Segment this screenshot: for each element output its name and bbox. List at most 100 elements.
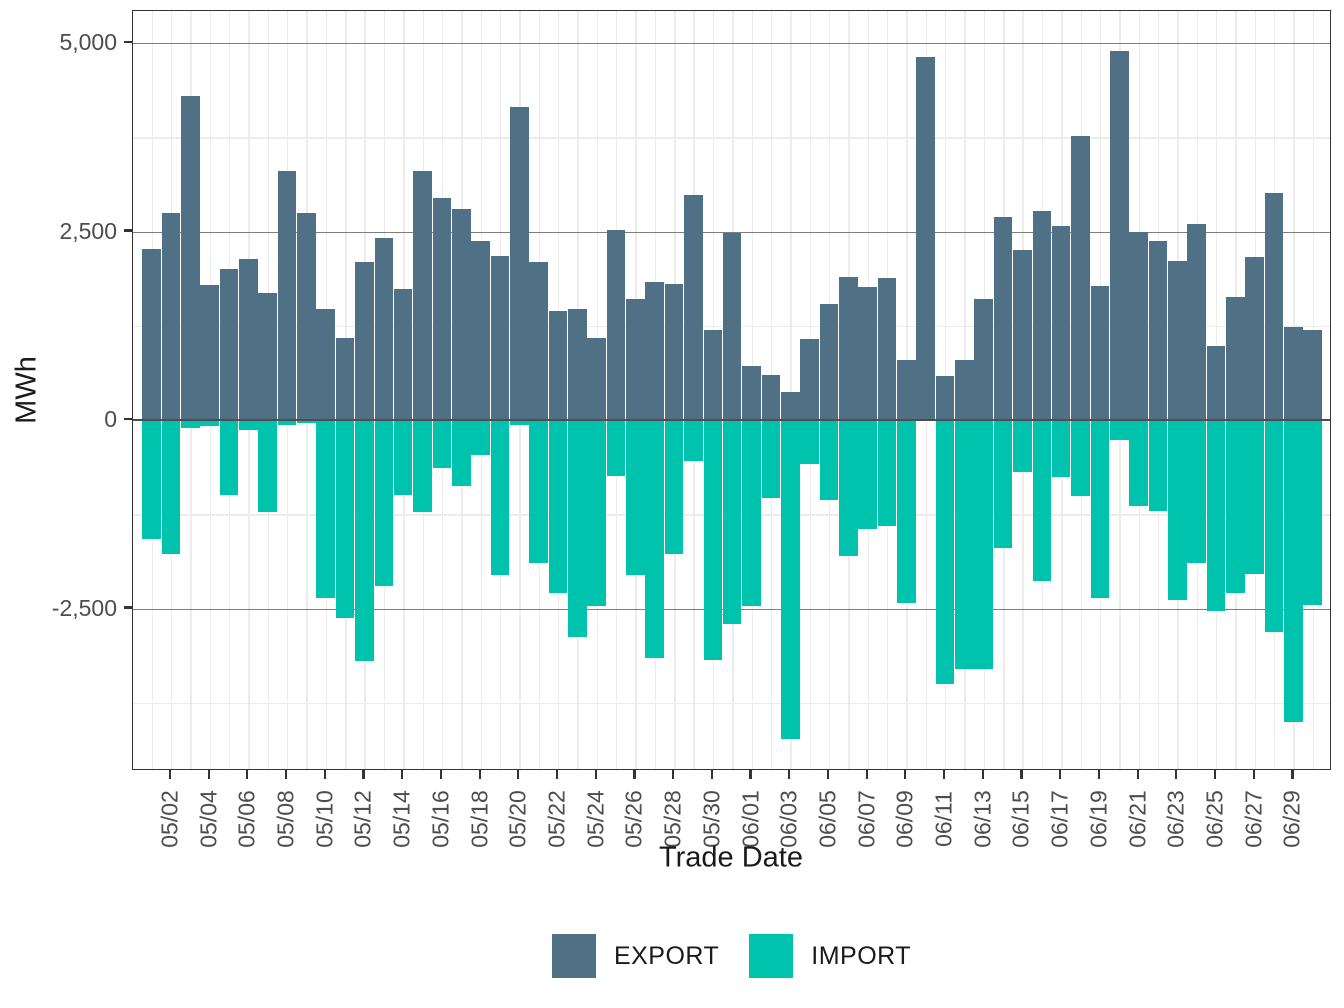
export-bar <box>471 240 490 420</box>
export-bar <box>684 194 703 420</box>
x-tick-label: 05/28 <box>659 790 686 848</box>
import-bar <box>1303 420 1323 605</box>
x-tick-mark <box>594 770 597 779</box>
import-bar <box>1032 420 1052 582</box>
export-bar <box>1168 260 1187 420</box>
x-tick-label: 05/12 <box>349 790 376 848</box>
x-tick-label: 05/18 <box>466 790 493 848</box>
x-tick-mark <box>826 770 830 779</box>
export-bar <box>219 269 239 420</box>
x-tick-mark <box>478 770 481 779</box>
x-tick-mark <box>942 770 946 779</box>
x-tick-label: 05/08 <box>272 790 299 848</box>
import-bar <box>1168 420 1187 601</box>
export-bar <box>722 233 742 420</box>
import-bar <box>1206 420 1226 611</box>
import-bar <box>316 420 336 598</box>
x-tick-mark <box>1252 770 1255 779</box>
import-bar <box>1226 420 1245 594</box>
x-tick-mark <box>633 770 636 779</box>
y-tick-mark <box>124 417 132 421</box>
export-bar <box>800 339 819 420</box>
import-bar <box>297 420 316 424</box>
x-tick-label: 05/04 <box>195 790 222 848</box>
import-bar <box>955 420 974 669</box>
import-bar <box>432 420 452 469</box>
export-bar <box>1245 257 1264 420</box>
x-tick-label: 06/17 <box>1046 790 1073 848</box>
x-tick-mark <box>1213 770 1217 779</box>
x-tick-label: 06/19 <box>1085 790 1112 848</box>
export-bar <box>529 261 548 420</box>
export-bar <box>1206 346 1226 420</box>
import-bar <box>761 420 781 498</box>
y-tick-label: -2,500 <box>51 594 117 621</box>
export-bar <box>645 282 665 420</box>
import-bar <box>742 420 761 607</box>
export-bar <box>780 392 800 420</box>
import-bar <box>1071 420 1090 497</box>
export-bar <box>490 256 510 420</box>
import-bar <box>335 420 355 619</box>
export-bar <box>161 212 181 420</box>
export-bar <box>606 229 626 420</box>
export-bar <box>1013 250 1032 420</box>
import-bar <box>393 420 413 496</box>
export-bar <box>142 248 161 420</box>
x-tick-label: 05/10 <box>311 790 338 848</box>
export-bar <box>839 277 858 420</box>
export-bar <box>974 299 994 420</box>
x-tick-label: 06/25 <box>1201 790 1228 848</box>
export-bar <box>1303 329 1323 420</box>
import-bar <box>568 420 587 638</box>
import-bar <box>606 420 626 476</box>
export-bar <box>664 283 684 420</box>
import-bar <box>858 420 877 529</box>
import-bar <box>355 420 374 662</box>
export-bar <box>587 337 606 420</box>
export-bar <box>858 286 877 420</box>
x-tick-mark <box>1020 770 1023 779</box>
x-tick-mark <box>749 770 752 779</box>
x-tick-label: 06/21 <box>1124 790 1151 848</box>
import-bar <box>451 420 471 486</box>
export-bar <box>1109 50 1129 420</box>
export-bar <box>1264 193 1284 420</box>
export-bar <box>239 258 258 420</box>
x-tick-label: 05/30 <box>698 790 725 848</box>
import-bar <box>413 420 432 512</box>
x-tick-label: 06/15 <box>1007 790 1034 848</box>
export-bar <box>916 56 935 420</box>
legend-swatch-import <box>749 934 794 978</box>
x-tick-mark <box>1175 770 1178 779</box>
x-tick-mark <box>865 770 868 779</box>
h-gridline-major <box>133 231 1330 233</box>
x-axis-title: Trade Date <box>659 841 803 874</box>
y-axis-title: MWh <box>10 356 43 424</box>
export-bar <box>761 374 781 420</box>
export-bar <box>413 171 432 420</box>
x-tick-label: 05/24 <box>582 790 609 848</box>
export-bar <box>1284 326 1303 420</box>
import-bar <box>722 420 742 624</box>
import-bar <box>239 420 258 430</box>
export-bar <box>703 330 723 420</box>
x-tick-mark <box>362 770 365 779</box>
x-tick-mark <box>1097 770 1100 779</box>
export-bar <box>200 285 219 420</box>
x-tick-label: 06/11 <box>930 791 957 847</box>
import-bar <box>510 420 529 425</box>
import-bar <box>181 420 200 429</box>
export-bar <box>1051 226 1071 420</box>
import-bar <box>1129 420 1148 506</box>
export-bar <box>1090 285 1110 420</box>
import-bar <box>1013 420 1032 473</box>
x-tick-mark <box>284 770 288 779</box>
export-bar <box>510 107 529 420</box>
x-tick-label: 06/27 <box>1240 790 1267 848</box>
x-tick-label: 06/09 <box>891 790 918 848</box>
x-tick-mark <box>246 770 249 779</box>
import-bar <box>490 420 510 575</box>
export-bar <box>1187 223 1206 420</box>
